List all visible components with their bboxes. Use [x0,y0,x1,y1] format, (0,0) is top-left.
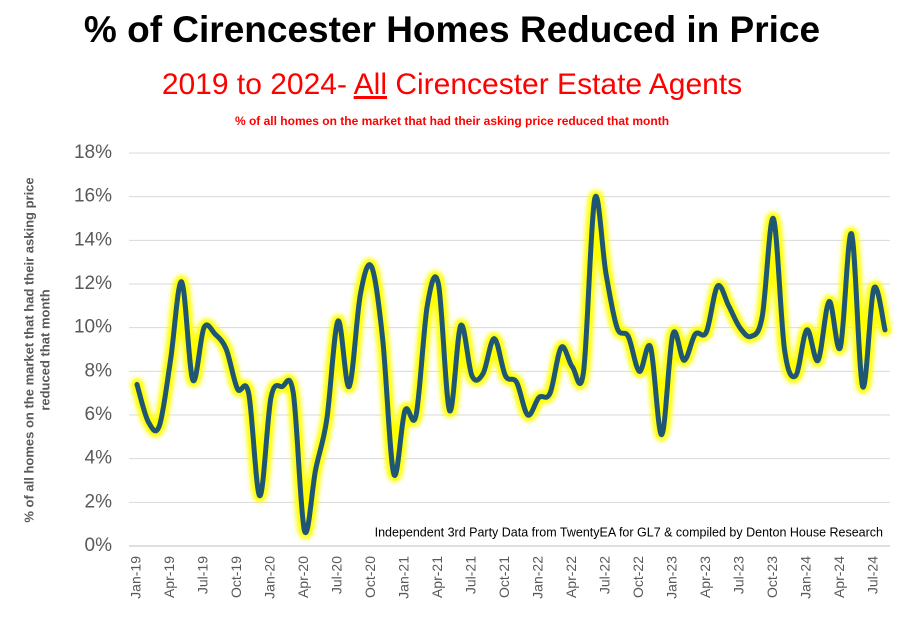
x-tick-label: Oct-23 [764,556,780,598]
x-tick-label: Jul-19 [195,556,211,594]
y-tick-label: 0% [85,535,113,556]
x-tick-label: Oct-20 [362,556,378,598]
y-tick-label: 14% [74,229,112,250]
y-tick-label: 6% [85,404,113,425]
x-tick-label: Apr-24 [831,556,847,598]
subtitle-part: 2019 to 2024- [162,68,354,101]
x-tick-label: Apr-21 [429,556,445,598]
x-tick-label: Oct-22 [630,556,646,598]
x-tick-label: Apr-19 [161,556,177,598]
y-tick-label: 18% [74,142,112,163]
chart-note: % of all homes on the market that had th… [235,114,669,128]
x-tick-label: Oct-19 [228,556,244,598]
x-tick-label: Jul-20 [329,556,345,594]
x-tick-label: Jan-22 [530,556,546,599]
y-axis-label: % of all homes on the market that had th… [21,177,52,522]
chart-subtitle: 2019 to 2024- All Cirencester Estate Age… [162,68,742,101]
x-tick-label: Jan-19 [128,556,144,599]
x-tick-label: Oct-21 [496,556,512,598]
subtitle-part: Cirencester Estate Agents [387,68,742,101]
x-tick-label: Jul-24 [865,556,881,594]
y-tick-label: 12% [74,273,112,294]
x-tick-label: Jul-22 [597,556,613,594]
y-axis-label-line: reduced that month [37,289,52,410]
line-glow [130,189,892,540]
x-tick-label: Jan-21 [396,556,412,599]
x-tick-label: Jan-24 [798,556,814,599]
y-axis-label-line: % of all homes on the market that had th… [21,177,36,522]
annotation: Independent 3rd Party Data from TwentyEA… [375,525,883,539]
line [134,193,888,536]
x-tick-label: Jan-20 [262,556,278,599]
y-tick-label: 4% [85,448,113,469]
x-tick-label: Jan-23 [664,556,680,599]
x-tick-label: Apr-20 [295,556,311,598]
subtitle-emphasis: All [354,68,387,101]
x-tick-label: Apr-23 [697,556,713,598]
y-tick-label: 16% [74,186,112,207]
x-tick-label: Jul-23 [731,556,747,594]
chart-title: % of Cirencester Homes Reduced in Price [84,9,820,50]
y-tick-label: 2% [85,491,113,512]
y-tick-label: 10% [74,317,112,338]
x-tick-label: Jul-21 [463,556,479,594]
y-tick-label: 8% [85,360,113,381]
x-tick-label: Apr-22 [563,556,579,598]
